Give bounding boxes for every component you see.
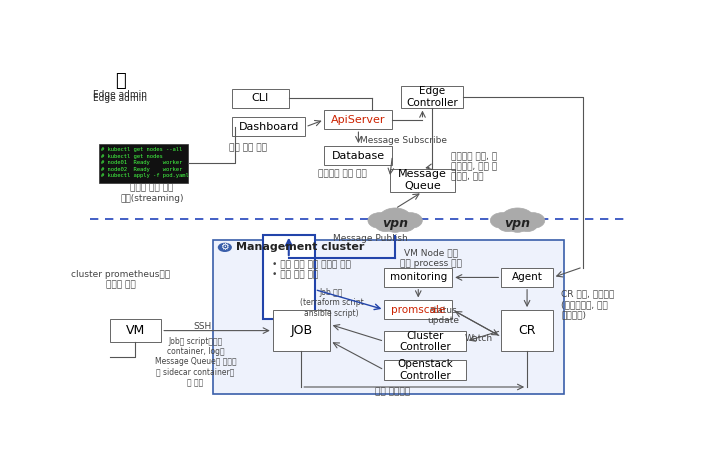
Text: vpn: vpn	[505, 217, 531, 230]
Circle shape	[395, 219, 415, 232]
FancyBboxPatch shape	[324, 146, 392, 165]
FancyBboxPatch shape	[98, 144, 188, 183]
FancyBboxPatch shape	[232, 117, 305, 136]
FancyBboxPatch shape	[384, 360, 466, 380]
Circle shape	[399, 213, 423, 228]
Text: Agent: Agent	[512, 272, 543, 282]
FancyBboxPatch shape	[263, 235, 314, 319]
Text: Management cluster: Management cluster	[236, 242, 364, 252]
Text: 클러스터 설치, 업
그레이드, 노드 스
케일링, 삭제: 클러스터 설치, 업 그레이드, 노드 스 케일링, 삭제	[451, 152, 497, 182]
Text: VM: VM	[126, 324, 145, 337]
FancyBboxPatch shape	[384, 268, 452, 287]
Text: Edge admin: Edge admin	[93, 94, 147, 103]
Text: CLI: CLI	[252, 93, 269, 103]
FancyBboxPatch shape	[110, 319, 161, 342]
Text: 👤: 👤	[115, 72, 126, 90]
Text: Message
Queue: Message Queue	[398, 169, 446, 191]
Text: status
update: status update	[428, 306, 460, 325]
Text: 실시간 작업 상태
조회(streaming): 실시간 작업 상태 조회(streaming)	[120, 183, 184, 203]
FancyBboxPatch shape	[273, 310, 330, 351]
Text: CR 생성, 업데이트
(업그레이드, 노드
스케일링): CR 생성, 업데이트 (업그레이드, 노드 스케일링)	[561, 290, 614, 319]
Circle shape	[498, 219, 517, 232]
Text: promscale: promscale	[391, 305, 445, 315]
Circle shape	[521, 213, 545, 228]
Text: # kubectl apply -f pod.yaml: # kubectl apply -f pod.yaml	[101, 173, 189, 178]
Text: JOB: JOB	[290, 324, 312, 337]
Text: # kubectl get nodes: # kubectl get nodes	[101, 154, 163, 159]
FancyBboxPatch shape	[213, 240, 564, 394]
Text: # node02  Ready    worker: # node02 Ready worker	[101, 167, 183, 172]
Text: 상태 업데이트: 상태 업데이트	[375, 387, 410, 396]
Circle shape	[501, 208, 534, 229]
Circle shape	[490, 213, 515, 228]
Text: Edge
Controller: Edge Controller	[406, 86, 458, 108]
Text: Job은 script포함한
container, log를
Message Queue에 전달하
는 sidecar container로
로 구성: Job은 script포함한 container, log를 Message Q…	[154, 337, 237, 387]
Text: Message Publish: Message Publish	[333, 234, 408, 243]
FancyBboxPatch shape	[384, 300, 452, 319]
Text: ApiServer: ApiServer	[331, 115, 385, 125]
Text: Message Subscribe: Message Subscribe	[360, 136, 446, 145]
FancyBboxPatch shape	[501, 268, 553, 287]
Text: VM Node 상태
주요 process 상태: VM Node 상태 주요 process 상태	[399, 248, 461, 268]
Circle shape	[368, 213, 392, 228]
Text: # kubectl get nodes --all: # kubectl get nodes --all	[101, 147, 183, 153]
Circle shape	[517, 219, 537, 232]
Text: Openstack
Controller: Openstack Controller	[397, 359, 453, 381]
Circle shape	[384, 218, 406, 232]
Text: 작업내역 상태 저장: 작업내역 상태 저장	[318, 169, 366, 179]
FancyBboxPatch shape	[401, 86, 463, 108]
Text: • 작업 주요 체크 포인트 로그
• 작업 상세 로그: • 작업 주요 체크 포인트 로그 • 작업 상세 로그	[272, 260, 350, 279]
Circle shape	[379, 208, 411, 229]
Text: Job 생성
(terraform script
ansible script): Job 생성 (terraform script ansible script)	[300, 288, 364, 318]
Circle shape	[218, 243, 232, 252]
FancyBboxPatch shape	[324, 110, 392, 129]
Text: Dashboard: Dashboard	[239, 122, 299, 132]
Text: vpn: vpn	[382, 217, 408, 230]
Text: Edge admin: Edge admin	[93, 90, 147, 99]
Text: 작업 내역 저장: 작업 내역 저장	[230, 144, 267, 153]
Text: Cluster
Controller: Cluster Controller	[399, 331, 451, 352]
Text: ⚙: ⚙	[220, 242, 230, 252]
FancyBboxPatch shape	[384, 332, 466, 351]
FancyBboxPatch shape	[390, 169, 455, 192]
Text: Database: Database	[332, 151, 385, 160]
Text: monitoring: monitoring	[390, 272, 447, 282]
Text: cluster prometheus에서
데이터 전송: cluster prometheus에서 데이터 전송	[71, 270, 170, 289]
Text: CR: CR	[518, 324, 536, 337]
FancyBboxPatch shape	[501, 310, 553, 351]
FancyBboxPatch shape	[232, 89, 289, 108]
Text: SSH: SSH	[193, 322, 211, 331]
Circle shape	[376, 219, 395, 232]
Text: Watch: Watch	[464, 334, 492, 343]
Circle shape	[507, 218, 529, 232]
Text: # node01  Ready    worker: # node01 Ready worker	[101, 160, 183, 166]
